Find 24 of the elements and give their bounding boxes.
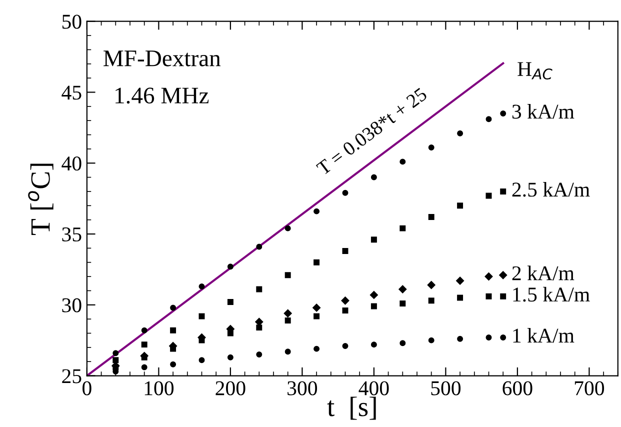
x-axis-title: t [s] bbox=[327, 396, 376, 420]
annotation: MF-Dextran bbox=[104, 50, 221, 66]
x-tick-label: 0 bbox=[82, 381, 92, 396]
x-tick-label: 400 bbox=[358, 381, 389, 396]
x-tick-label: 600 bbox=[502, 381, 532, 396]
y-tick-label: 35 bbox=[62, 227, 82, 242]
x-tick-label: 300 bbox=[288, 381, 318, 396]
y-tick-label: 45 bbox=[62, 86, 82, 100]
x-tick-label: 700 bbox=[574, 381, 604, 396]
y-tick-label: 30 bbox=[62, 298, 82, 312]
series-label: 2 kA/m bbox=[512, 266, 574, 280]
y-tick-label: 50 bbox=[62, 14, 82, 29]
annotation: 1.46 MHz bbox=[116, 88, 209, 104]
annotation: H$_{AC}$ bbox=[518, 62, 552, 80]
x-tick-label: 500 bbox=[431, 381, 461, 396]
series-label: 1.5 kA/m bbox=[513, 286, 590, 302]
series-label: 3 kA/m bbox=[512, 104, 574, 119]
series-label: 1 kA/m bbox=[513, 328, 574, 343]
x-tick-label: 200 bbox=[216, 381, 246, 396]
x-tick-label: 100 bbox=[144, 381, 174, 396]
y-tick-label: 25 bbox=[62, 369, 82, 384]
series-label: 2.5 kA/m bbox=[512, 182, 590, 197]
y-axis-title: T [$^{o}$C] bbox=[28, 164, 54, 235]
y-tick-label: 40 bbox=[62, 156, 82, 171]
